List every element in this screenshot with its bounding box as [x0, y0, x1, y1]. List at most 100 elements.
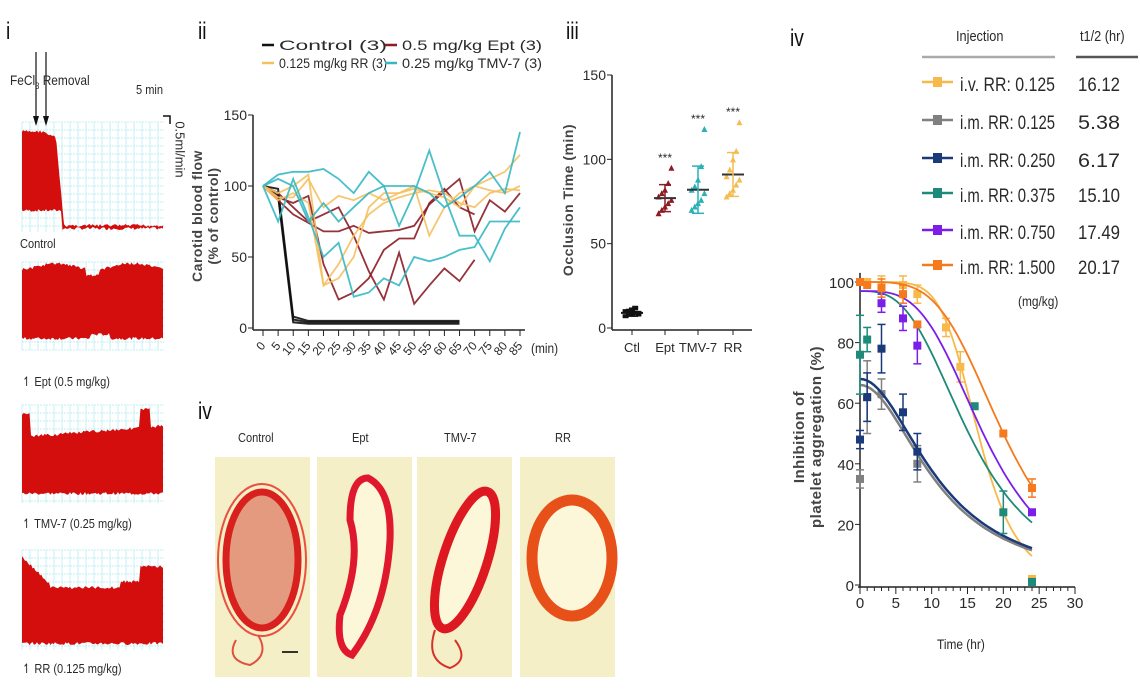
iii-point	[701, 125, 708, 132]
iv-point	[899, 290, 907, 299]
iv-legend-label: i.m. RR: 0.250	[960, 151, 1055, 172]
iv-x-tick-label: 10	[923, 595, 940, 612]
ii-x-tick-label: 85	[506, 339, 526, 358]
iv-ylabel-line-1: Inhibition of	[791, 390, 808, 484]
histology-label-rr: RR	[555, 430, 571, 445]
iv-point	[863, 393, 872, 402]
iv-y-tick-label: 80	[837, 336, 854, 353]
iii-x-tick-label: TMV-7	[679, 340, 717, 355]
iii-point	[723, 173, 730, 180]
panel-label-i: i	[6, 18, 11, 45]
iv-legend-t-half: 16.12	[1078, 75, 1120, 96]
iv-point	[913, 341, 922, 350]
legend-header-t-half: t1/2 (hr)	[1080, 28, 1125, 45]
trace-tmv7	[22, 408, 163, 495]
iv-legend-label: i.m. RR: 1.500	[960, 258, 1055, 279]
iii-point	[625, 312, 632, 317]
removal-text: Removal	[42, 72, 90, 88]
iv-legend-marker	[933, 260, 942, 270]
iv-legend-label: i.m. RR: 0.375	[960, 186, 1055, 207]
iv-point	[877, 284, 886, 293]
trace-label-ept-text: Ept (0.5 mg/kg)	[34, 374, 110, 389]
legend-dose-unit: (mg/kg)	[1018, 293, 1059, 309]
ii-legend-label: 0.25 mg/kg TMV-7 (3)	[402, 55, 542, 71]
iv-fit-curve-2	[859, 377, 1033, 550]
iv-legend-t-half: 6.17	[1078, 151, 1120, 172]
iv-x-tick-label: 5	[892, 595, 900, 612]
panel-label-iv-aggregation: iv	[790, 25, 804, 52]
iv-point	[999, 429, 1008, 438]
ii-series-line-1-1	[262, 185, 475, 301]
vessel-tmv7-open	[429, 486, 501, 634]
trace-label-rr-text: RR (0.125 mg/kg)	[34, 661, 122, 676]
vessel-ept-open	[335, 474, 394, 660]
iv-x-tick-label: 30	[1067, 595, 1084, 612]
iii-y-tick-label: 50	[590, 236, 606, 252]
iv-x-tick-label: 20	[995, 595, 1012, 612]
iii-point	[632, 305, 639, 310]
iii-point	[658, 190, 665, 197]
ii-ylabel: Carotid blood flow (% of control)	[189, 116, 221, 316]
iv-point	[956, 362, 965, 371]
arrow-down-icon	[33, 116, 39, 126]
ii-legend-label: 0.125 mg/kg RR (3)	[279, 55, 387, 71]
iv-ylabel: Inhibition of platelet aggregation (%)	[791, 337, 825, 537]
iii-point	[698, 196, 705, 203]
arrow-up-icon: ↿	[22, 374, 32, 389]
ii-series-line-3-1	[262, 176, 520, 298]
fecl3-label: FeCl3 Removal	[10, 72, 90, 91]
vessel-rr-open	[526, 494, 618, 622]
ii-series-line-2-1	[262, 177, 521, 209]
iii-x-tick-label: Ctl	[624, 340, 640, 355]
iv-legend-marker	[933, 77, 942, 87]
iv-y-tick-label: 100	[829, 275, 854, 292]
iv-y-tick-label: 40	[837, 457, 854, 474]
iii-ylabel: Occlusion Time (min)	[560, 123, 576, 277]
iv-legend-marker	[933, 188, 942, 198]
fecl3-subscript: 3	[35, 80, 40, 91]
vessel-tissue	[431, 629, 463, 670]
ii-series-line-0-0	[262, 185, 460, 324]
iv-point	[877, 344, 886, 353]
iv-legend-t-half: 5.38	[1078, 113, 1120, 134]
histology-label-control: Control	[238, 430, 274, 445]
iv-legend-t-half: 15.10	[1078, 186, 1120, 207]
iii-y-tick-label: 100	[583, 151, 607, 167]
ii-ylabel-line-2: (% of control)	[205, 167, 221, 265]
iii-point	[688, 206, 695, 213]
vessel-outer-layer	[217, 483, 307, 637]
iv-y-tick-label: 60	[837, 396, 854, 413]
ii-ylabel-line-1: Carotid blood flow	[189, 150, 205, 282]
iv-point	[1028, 577, 1036, 586]
iv-legend-marker	[933, 153, 942, 163]
iii-point	[701, 190, 708, 197]
iv-x-tick-label: 0	[856, 595, 864, 612]
iv-point	[999, 508, 1008, 517]
iv-legend-t-half: 20.17	[1078, 258, 1120, 279]
iv-legend-label: i.m. RR: 0.750	[960, 223, 1055, 244]
legend-header-injection: Injection	[956, 28, 1004, 45]
iv-point	[899, 314, 907, 323]
iv-legend-marker	[933, 115, 942, 125]
panel-label-ii: ii	[198, 18, 207, 45]
iv-point	[856, 435, 864, 444]
panel-label-iv-histology: iv	[198, 398, 212, 425]
trace-label-tmv7: ↿ TMV-7 (0.25 mg/kg)	[22, 516, 132, 532]
time-scale-label: 5 min	[136, 82, 164, 97]
iv-point	[913, 447, 922, 456]
histology-label-tmv7: TMV-7	[444, 430, 477, 445]
vessel-tissue	[231, 634, 264, 667]
iii-x-tick-label: RR	[724, 340, 743, 355]
ii-y-tick-label: 50	[231, 249, 247, 265]
iii-point	[635, 312, 642, 317]
iv-y-tick-label: 0	[846, 578, 854, 595]
ii-series-line-0-2	[262, 185, 460, 325]
trace-rr	[22, 556, 163, 645]
iii-x-tick-label: Ept	[655, 340, 675, 355]
ii-series-line-1-2	[262, 185, 476, 306]
ii-legend-label: Control (3)	[279, 37, 387, 53]
iii-point	[733, 181, 740, 188]
iii-point	[668, 164, 675, 171]
iii-point	[668, 196, 675, 203]
ii-series-line-3-0	[262, 131, 521, 209]
